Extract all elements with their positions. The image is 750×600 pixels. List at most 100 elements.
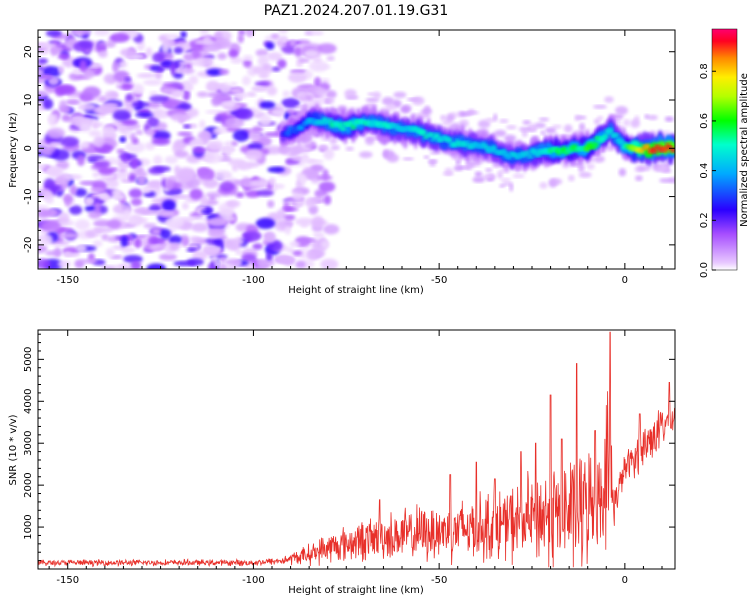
noise-blob [266,51,283,61]
noise-blob [149,237,166,245]
noise-blob [68,205,83,215]
noise-blob [278,30,289,35]
x-tick-label: 0 [622,575,628,586]
snr-plot-area [38,330,675,569]
noise-blob [61,114,71,122]
haze-blob [618,168,627,177]
noise-blob [247,142,263,151]
signal-mark [428,132,435,137]
noise-blob [57,53,69,60]
haze-blob [549,178,563,186]
noise-blob [251,126,264,133]
noise-blob [41,209,60,217]
haze-blob [578,171,592,178]
noise-blob [164,33,180,39]
noise-blob [43,178,55,190]
haze-blob [538,117,550,122]
noise-blob [79,258,98,264]
haze-blob [623,119,631,127]
noise-blob [292,250,303,256]
noise-blob [80,141,90,149]
noise-blob [58,212,70,223]
noise-blob [245,148,263,161]
noise-blob [266,251,273,261]
haze-blob [442,172,454,176]
noise-blob [116,148,126,154]
noise-blob [161,199,176,212]
noise-blob [39,234,53,246]
noise-blob [54,86,65,97]
noise-blob [183,124,191,129]
haze-blob [647,114,658,121]
signal-mark [446,137,453,143]
noise-blob [191,48,201,59]
signal-mark [612,133,620,138]
noise-blob [143,222,157,229]
haze-blob [411,96,425,106]
noise-blob [321,240,330,249]
snr-ticks: -150 -100 -50 0 1000 2000 3000 4000 5000 [23,330,675,586]
noise-blob [286,247,295,254]
noise-blob [189,188,203,200]
noise-blob [282,90,290,98]
noise-blob [38,258,51,269]
noise-blob [252,243,263,250]
noise-blob [93,30,111,36]
noise-blob [149,95,170,103]
noise-blob [228,49,239,58]
y-tick-label: 2000 [23,472,34,497]
haze-blob [466,110,480,115]
noise-blob [141,185,152,194]
noise-blob [225,258,242,266]
noise-blob [174,170,195,183]
noise-blob [211,96,221,107]
noise-blob [190,222,209,233]
noise-blob [169,242,180,252]
spectrogram-xlabel: Height of straight line (km) [288,285,424,296]
colorbar-tick-label: 0.2 [699,212,710,228]
noise-blob [174,150,189,158]
noise-blob [266,86,278,96]
signal-mark [490,144,497,152]
colorbar-gradient [711,28,738,271]
colorbar-tick-label: 0.4 [699,163,710,179]
noise-blob [201,209,213,214]
noise-blob [120,48,136,57]
haze-blob [482,174,494,180]
haze-blob [485,168,493,173]
noise-blob [207,217,228,227]
signal-mark [617,139,625,145]
noise-blob [256,189,274,197]
noise-blob [135,112,154,118]
noise-blob [157,66,165,72]
haze-blob [534,122,546,129]
noise-blob [296,61,303,68]
noise-blob [199,30,210,36]
noise-blob [78,39,94,50]
signal-mark [524,150,531,156]
snr-frame [37,329,676,570]
noise-blob [265,41,275,50]
noise-blob [69,184,78,196]
noise-blob [76,244,87,253]
noise-blob [124,77,132,83]
noise-blob [208,229,224,239]
noise-blob [320,258,339,269]
noise-blob [206,68,224,76]
noise-blob [298,58,310,63]
noise-blob [230,81,238,87]
noise-blob [313,232,325,239]
x-tick-label: -150 [56,575,79,586]
haze-blob [505,125,517,130]
noise-blob [55,160,70,170]
signal-mark [534,152,542,158]
haze-blob [445,114,455,122]
snr-panel: -150 -100 -50 0 1000 2000 3000 4000 5000 Height … [8,329,676,596]
noise-blob [242,54,254,61]
noise-blob [101,233,109,241]
haze-blob [563,124,573,133]
snr-xlabel: Height of straight line (km) [288,585,424,596]
noise-blob [275,209,287,221]
noise-blob [289,241,301,248]
noise-blob [219,181,235,193]
